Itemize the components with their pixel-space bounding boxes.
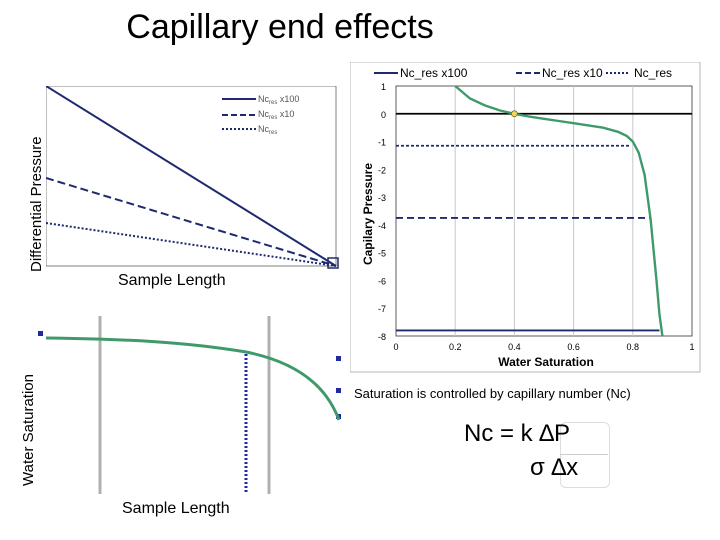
right-y-tick-1: 0 xyxy=(381,110,386,120)
svg-text:Ncres x10: Ncres x10 xyxy=(258,109,294,121)
right-y-ticks: 1 0 -1 -2 -3 -4 -5 -6 -7 -8 xyxy=(378,82,386,342)
right-ylabel: Capilary Pressure xyxy=(361,163,375,265)
left-bottom-xlabel: Sample Length xyxy=(122,500,230,517)
formula-denominator: σ ∆x xyxy=(530,454,579,481)
legend-nc-3: Nc xyxy=(258,124,269,134)
slide-title: Capillary end effects xyxy=(126,8,434,46)
right-series-lines xyxy=(396,112,692,332)
legend-mult-2: x10 xyxy=(277,109,294,119)
svg-text:Ncres x100: Ncres x100 xyxy=(258,94,299,106)
right-y-tick-2: -1 xyxy=(378,138,386,148)
left-top-legend: Ncres x100 Ncres x10 Ncres xyxy=(222,94,299,136)
legend-mult-1: x100 xyxy=(277,94,299,104)
left-bottom-saturation-curve xyxy=(45,336,341,421)
svg-text:Ncres: Ncres xyxy=(258,124,277,136)
right-x-tick-5: 1 xyxy=(689,342,694,352)
left-bottom-marker-right-2 xyxy=(336,388,341,393)
right-legend-label-x10: Nc_res x10 xyxy=(542,66,603,80)
left-bottom-marker-left xyxy=(38,331,43,336)
formula-numerator: Nc = k ∆P xyxy=(464,420,571,447)
capillary-number-formula: Nc = k ∆P σ ∆x xyxy=(452,420,652,490)
right-y-tick-4: -3 xyxy=(378,193,386,203)
left-top-line-x100 xyxy=(46,86,337,267)
left-top-ylabel: Differential Pressure xyxy=(28,136,45,272)
formula-bracket xyxy=(560,422,610,488)
legend-sub-1: res xyxy=(269,100,277,106)
legend-sub-3: res xyxy=(269,130,277,136)
right-y-tick-8: -7 xyxy=(378,304,386,314)
right-chart: Nc_res x100 Nc_res x10 Nc_res 1 0 -1 -2 -3 -4… xyxy=(350,62,701,373)
right-capillary-curve xyxy=(454,85,664,337)
right-plot-area xyxy=(395,85,693,337)
right-y-tick-5: -4 xyxy=(378,221,386,231)
left-bottom-frame xyxy=(42,316,340,494)
right-legend-label-x100: Nc_res x100 xyxy=(400,66,468,80)
left-bottom-chart xyxy=(38,316,341,494)
right-x-tick-0: 0 xyxy=(393,342,398,352)
right-x-ticks: 0 0.2 0.4 0.6 0.8 1 xyxy=(393,342,694,352)
right-y-tick-0: 1 xyxy=(381,82,386,92)
legend-sub-2: res xyxy=(269,115,277,121)
right-grid xyxy=(454,86,634,336)
right-x-tick-2: 0.4 xyxy=(508,342,521,352)
left-top-line-x10 xyxy=(46,177,337,267)
left-bottom-ylabel: Water Saturation xyxy=(20,374,37,486)
right-marker-point xyxy=(510,110,518,118)
left-top-line-base xyxy=(46,222,337,267)
right-x-tick-3: 0.6 xyxy=(567,342,580,352)
left-top-xlabel: Sample Length xyxy=(118,272,226,289)
legend-nc-1: Nc xyxy=(258,94,269,104)
right-legend-label-base: Nc_res xyxy=(634,66,672,80)
left-top-endpoint xyxy=(327,257,339,269)
right-caption: Saturation is controlled by capillary nu… xyxy=(354,386,631,401)
right-legend: Nc_res x100 Nc_res x10 Nc_res xyxy=(374,66,672,80)
right-y-tick-9: -8 xyxy=(378,332,386,342)
left-top-chart: Ncres x100 Ncres x10 Ncres xyxy=(46,86,339,269)
right-y-tick-3: -2 xyxy=(378,165,386,175)
formula-fraction-bar xyxy=(560,454,608,455)
right-y-tick-6: -5 xyxy=(378,249,386,259)
right-y-tick-7: -6 xyxy=(378,276,386,286)
right-x-tick-1: 0.2 xyxy=(449,342,462,352)
right-x-tick-4: 0.8 xyxy=(627,342,640,352)
right-xlabel: Water Saturation xyxy=(498,355,594,369)
left-bottom-marker-right-1 xyxy=(336,356,341,361)
legend-nc-2: Nc xyxy=(258,109,269,119)
